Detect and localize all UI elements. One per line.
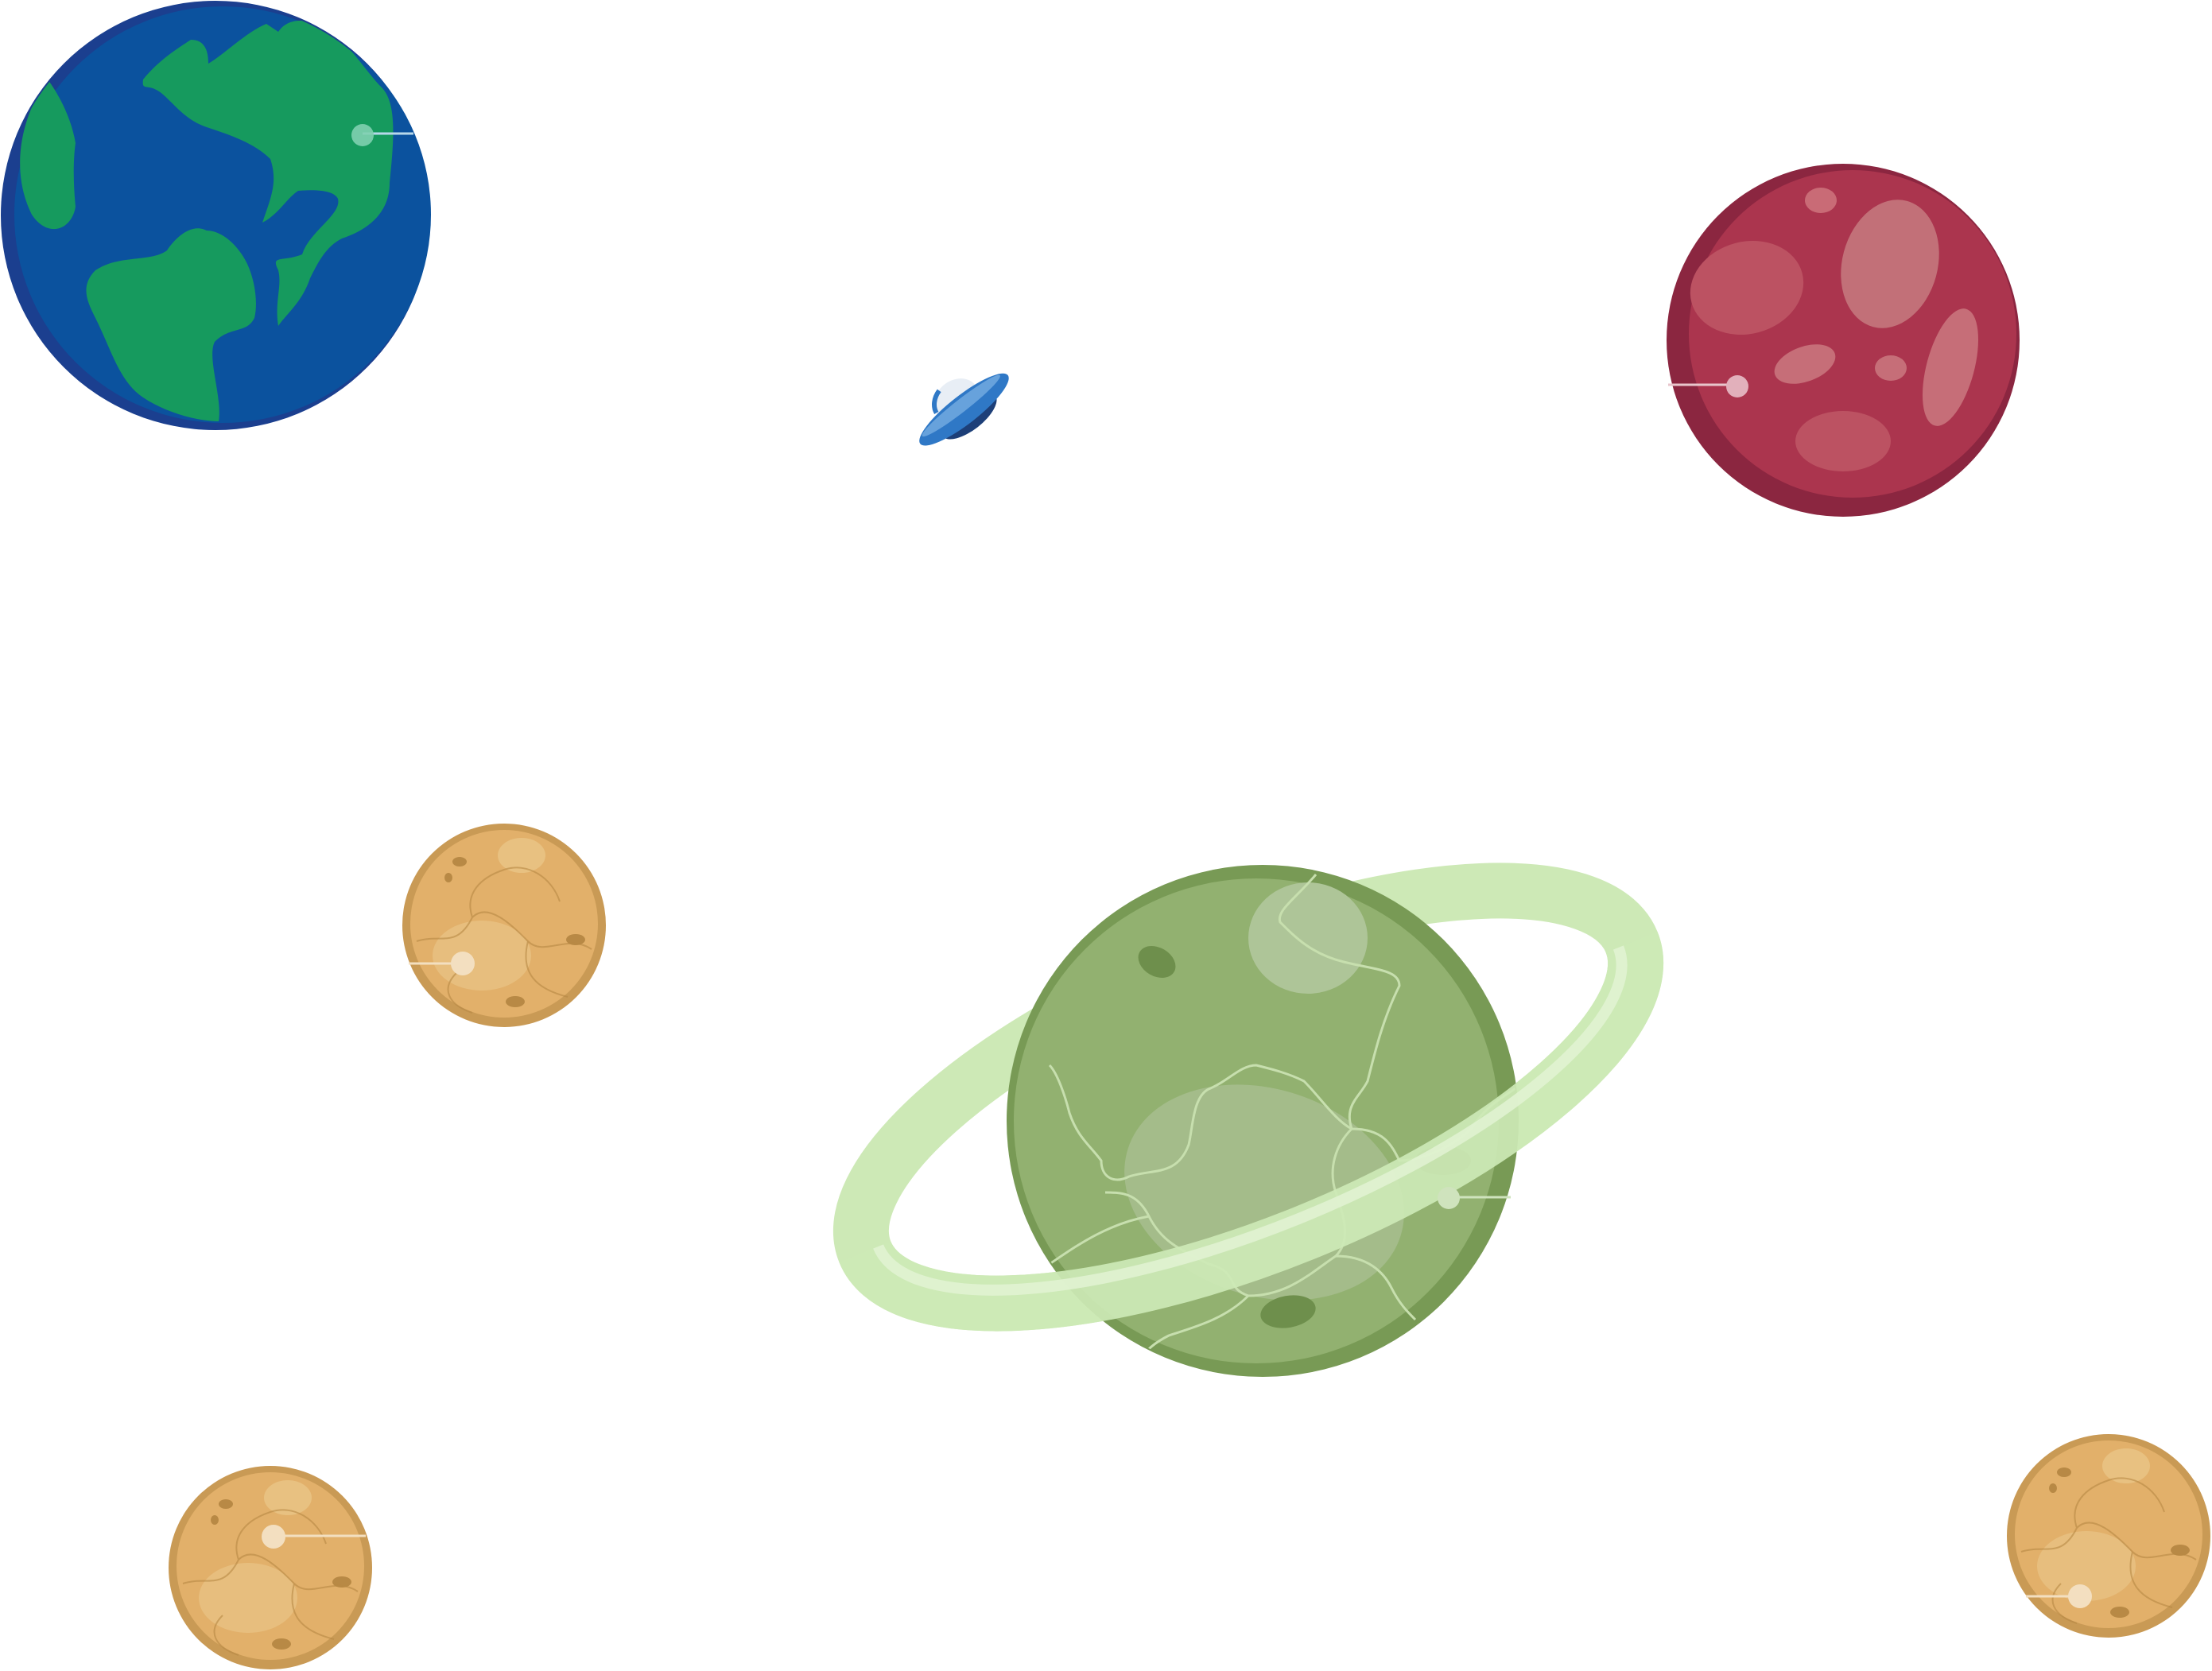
orange-moon-icon xyxy=(168,1465,373,1670)
earth-icon xyxy=(1,1,431,430)
orange-moon-icon xyxy=(2006,1433,2211,1638)
red-planet-icon xyxy=(1667,164,2020,517)
orange-moon-icon xyxy=(402,823,607,1028)
ufo-icon xyxy=(919,373,1009,446)
ringed-green-planet-icon xyxy=(832,863,1664,1377)
